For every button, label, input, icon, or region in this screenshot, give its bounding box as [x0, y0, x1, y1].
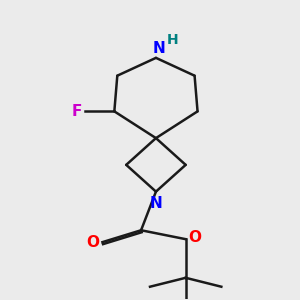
Text: O: O	[189, 230, 202, 245]
Text: N: N	[152, 41, 165, 56]
Text: H: H	[167, 34, 178, 47]
Text: F: F	[71, 104, 82, 119]
Text: O: O	[86, 235, 100, 250]
Text: N: N	[150, 196, 162, 211]
